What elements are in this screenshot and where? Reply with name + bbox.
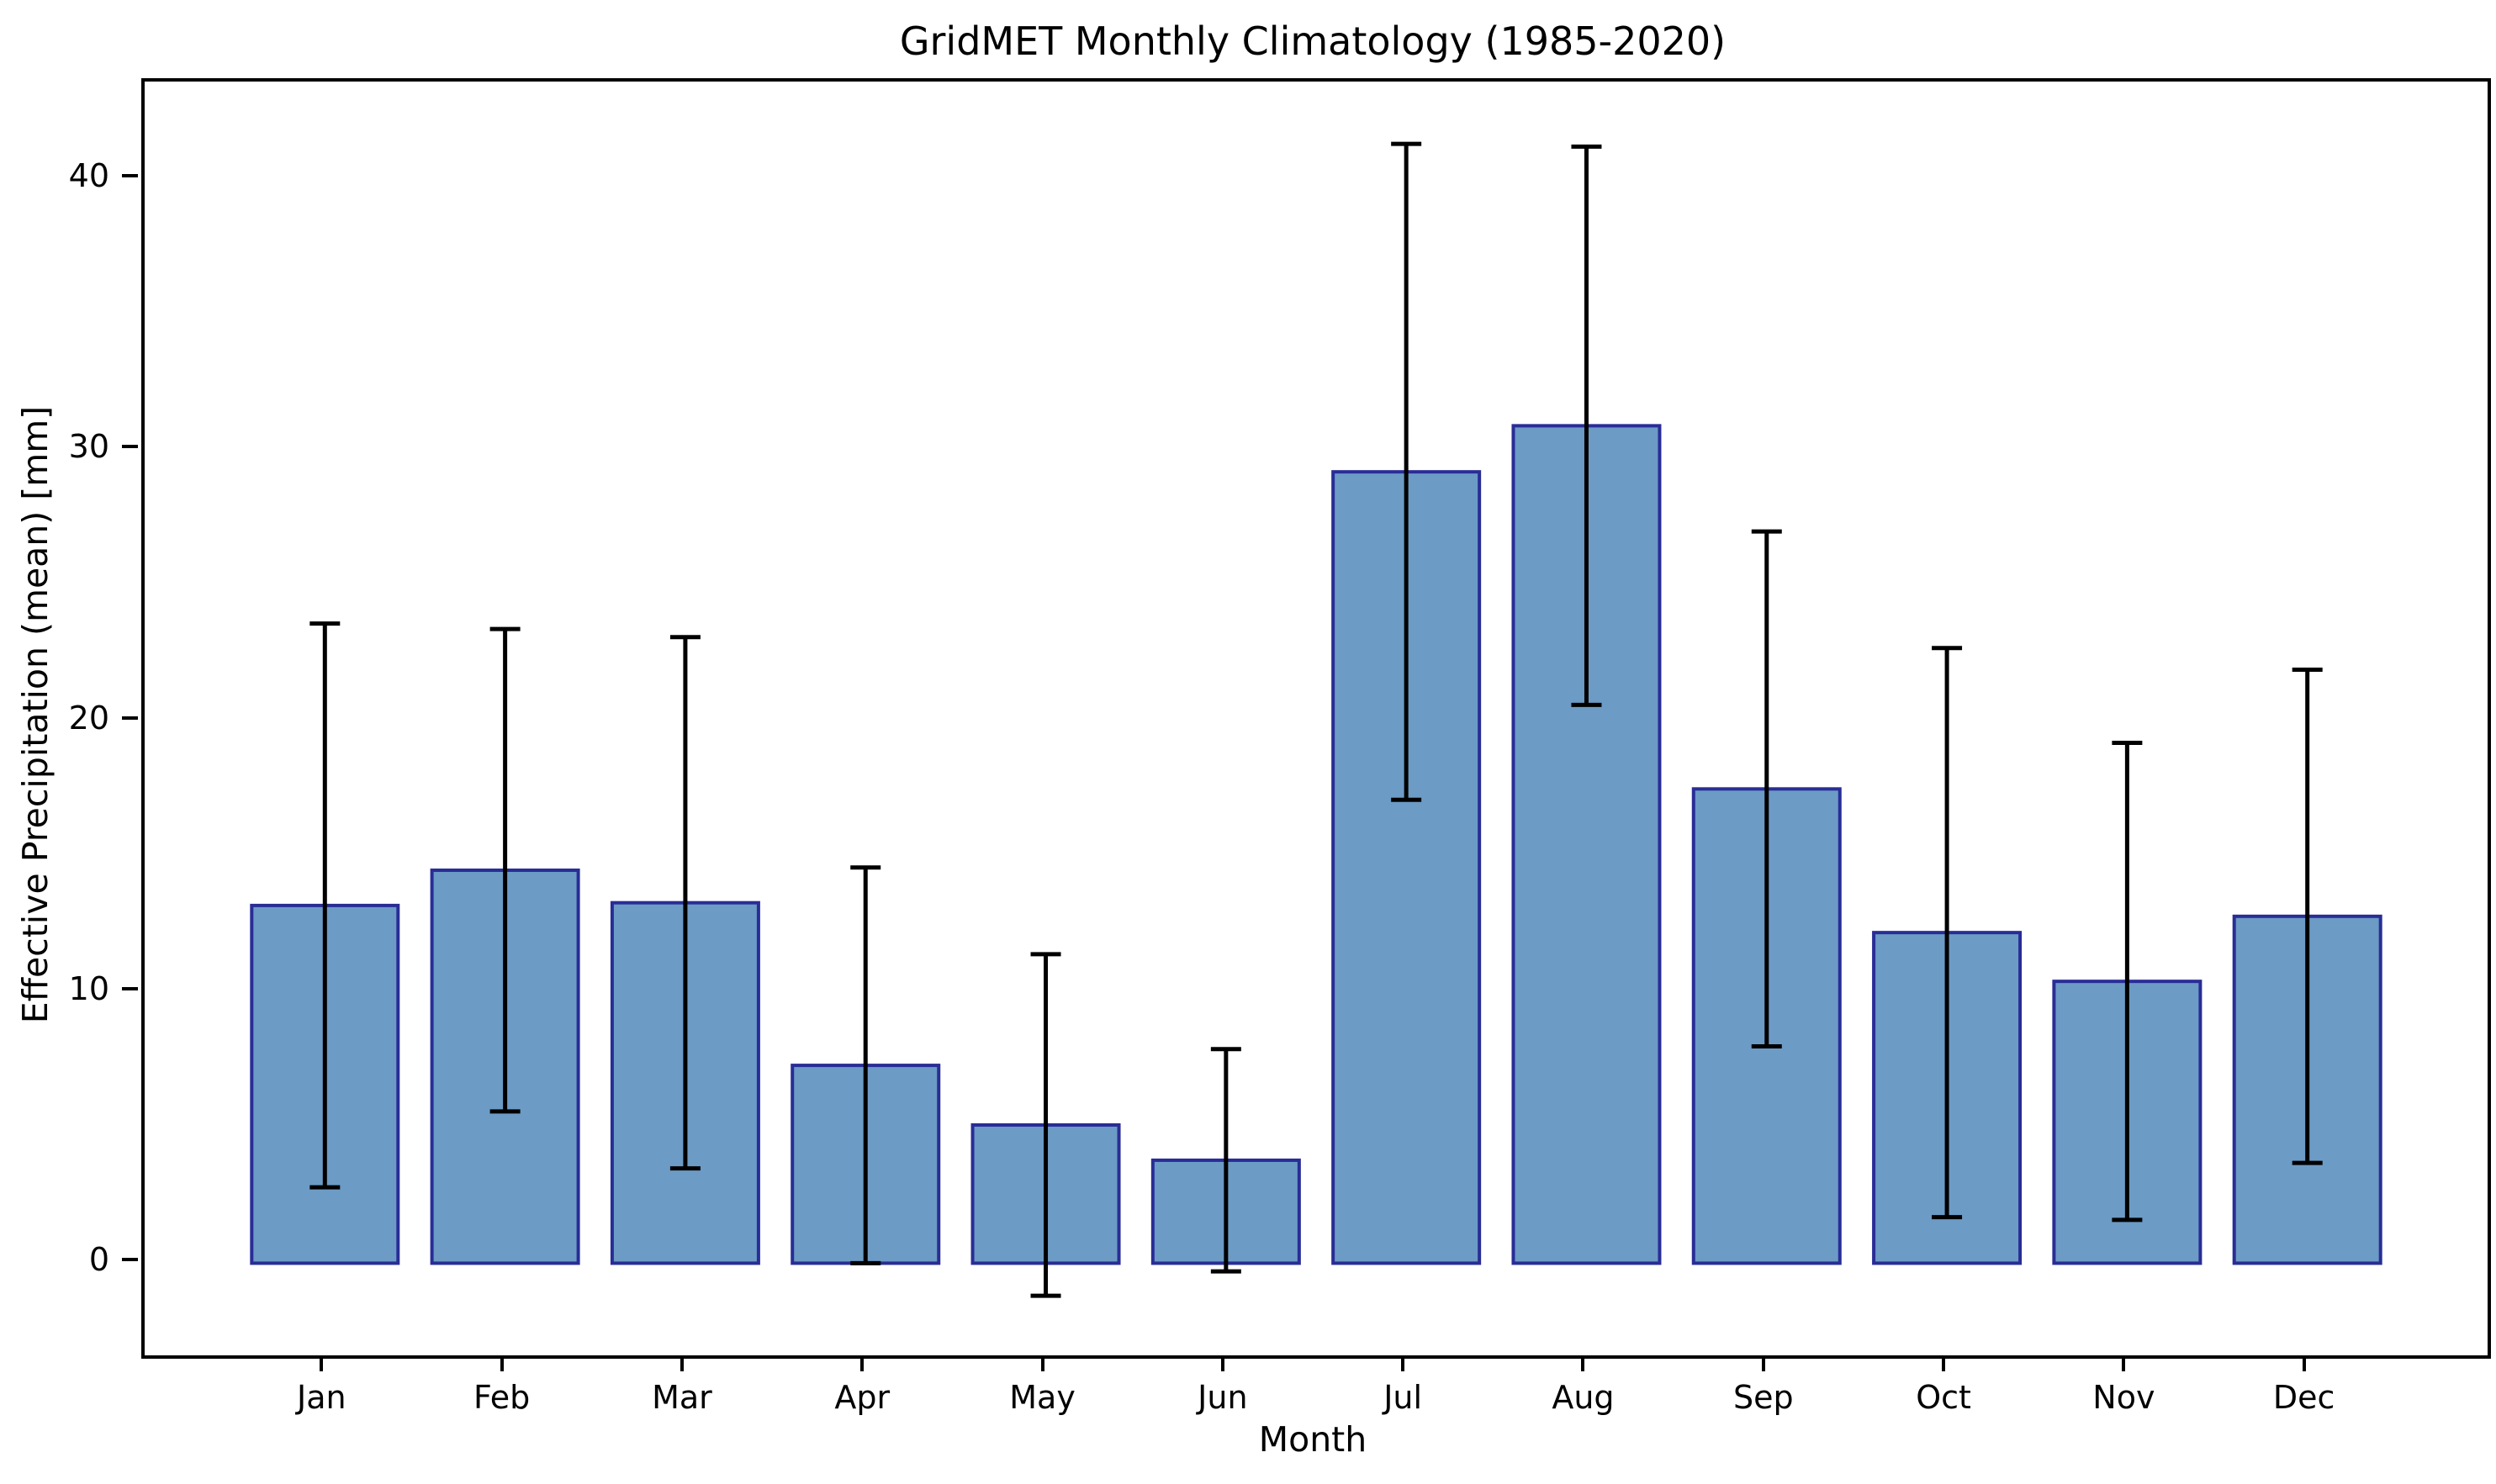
y-tick-mark-30 bbox=[122, 445, 138, 449]
x-tick-label-Jan: Jan bbox=[297, 1379, 346, 1416]
x-tick-mark-Mar bbox=[680, 1355, 684, 1371]
y-tick-label-20: 20 bbox=[68, 699, 109, 737]
chart-title: GridMET Monthly Climatology (1985-2020) bbox=[899, 18, 1727, 64]
x-tick-label-Aug: Aug bbox=[1552, 1379, 1615, 1416]
x-tick-mark-Sep bbox=[1761, 1355, 1765, 1371]
x-tick-mark-Jul bbox=[1401, 1355, 1405, 1371]
x-tick-mark-Dec bbox=[2302, 1355, 2306, 1371]
x-tick-mark-May bbox=[1040, 1355, 1044, 1371]
x-tick-label-Jul: Jul bbox=[1383, 1379, 1423, 1416]
bars-layer bbox=[250, 141, 2382, 1298]
plot-area bbox=[141, 78, 2491, 1359]
x-tick-label-Sep: Sep bbox=[1732, 1379, 1794, 1416]
y-tick-mark-10 bbox=[122, 987, 138, 991]
y-tick-mark-40 bbox=[122, 174, 138, 178]
x-tick-mark-Jan bbox=[320, 1355, 324, 1371]
x-tick-mark-Oct bbox=[1942, 1355, 1946, 1371]
x-tick-label-Apr: Apr bbox=[834, 1379, 891, 1416]
y-tick-label-40: 40 bbox=[68, 157, 109, 195]
x-tick-label-Nov: Nov bbox=[2092, 1379, 2155, 1416]
y-tick-mark-0 bbox=[122, 1258, 138, 1262]
x-tick-mark-Aug bbox=[1581, 1355, 1585, 1371]
y-tick-label-10: 10 bbox=[68, 970, 109, 1008]
y-tick-mark-20 bbox=[122, 716, 138, 720]
x-tick-label-Mar: Mar bbox=[652, 1379, 712, 1416]
x-tick-label-Dec: Dec bbox=[2272, 1379, 2335, 1416]
x-tick-mark-Jun bbox=[1220, 1355, 1224, 1371]
x-tick-mark-Apr bbox=[860, 1355, 865, 1371]
x-axis-label: Month bbox=[1258, 1419, 1367, 1460]
x-tick-label-Jun: Jun bbox=[1198, 1379, 1248, 1416]
x-tick-label-Feb: Feb bbox=[473, 1379, 531, 1416]
x-tick-label-May: May bbox=[1009, 1379, 1076, 1416]
y-tick-label-30: 30 bbox=[68, 428, 109, 466]
x-tick-mark-Feb bbox=[500, 1355, 504, 1371]
x-tick-label-Oct: Oct bbox=[1916, 1379, 1971, 1416]
y-tick-label-0: 0 bbox=[88, 1241, 109, 1279]
x-tick-mark-Nov bbox=[2122, 1355, 2126, 1371]
